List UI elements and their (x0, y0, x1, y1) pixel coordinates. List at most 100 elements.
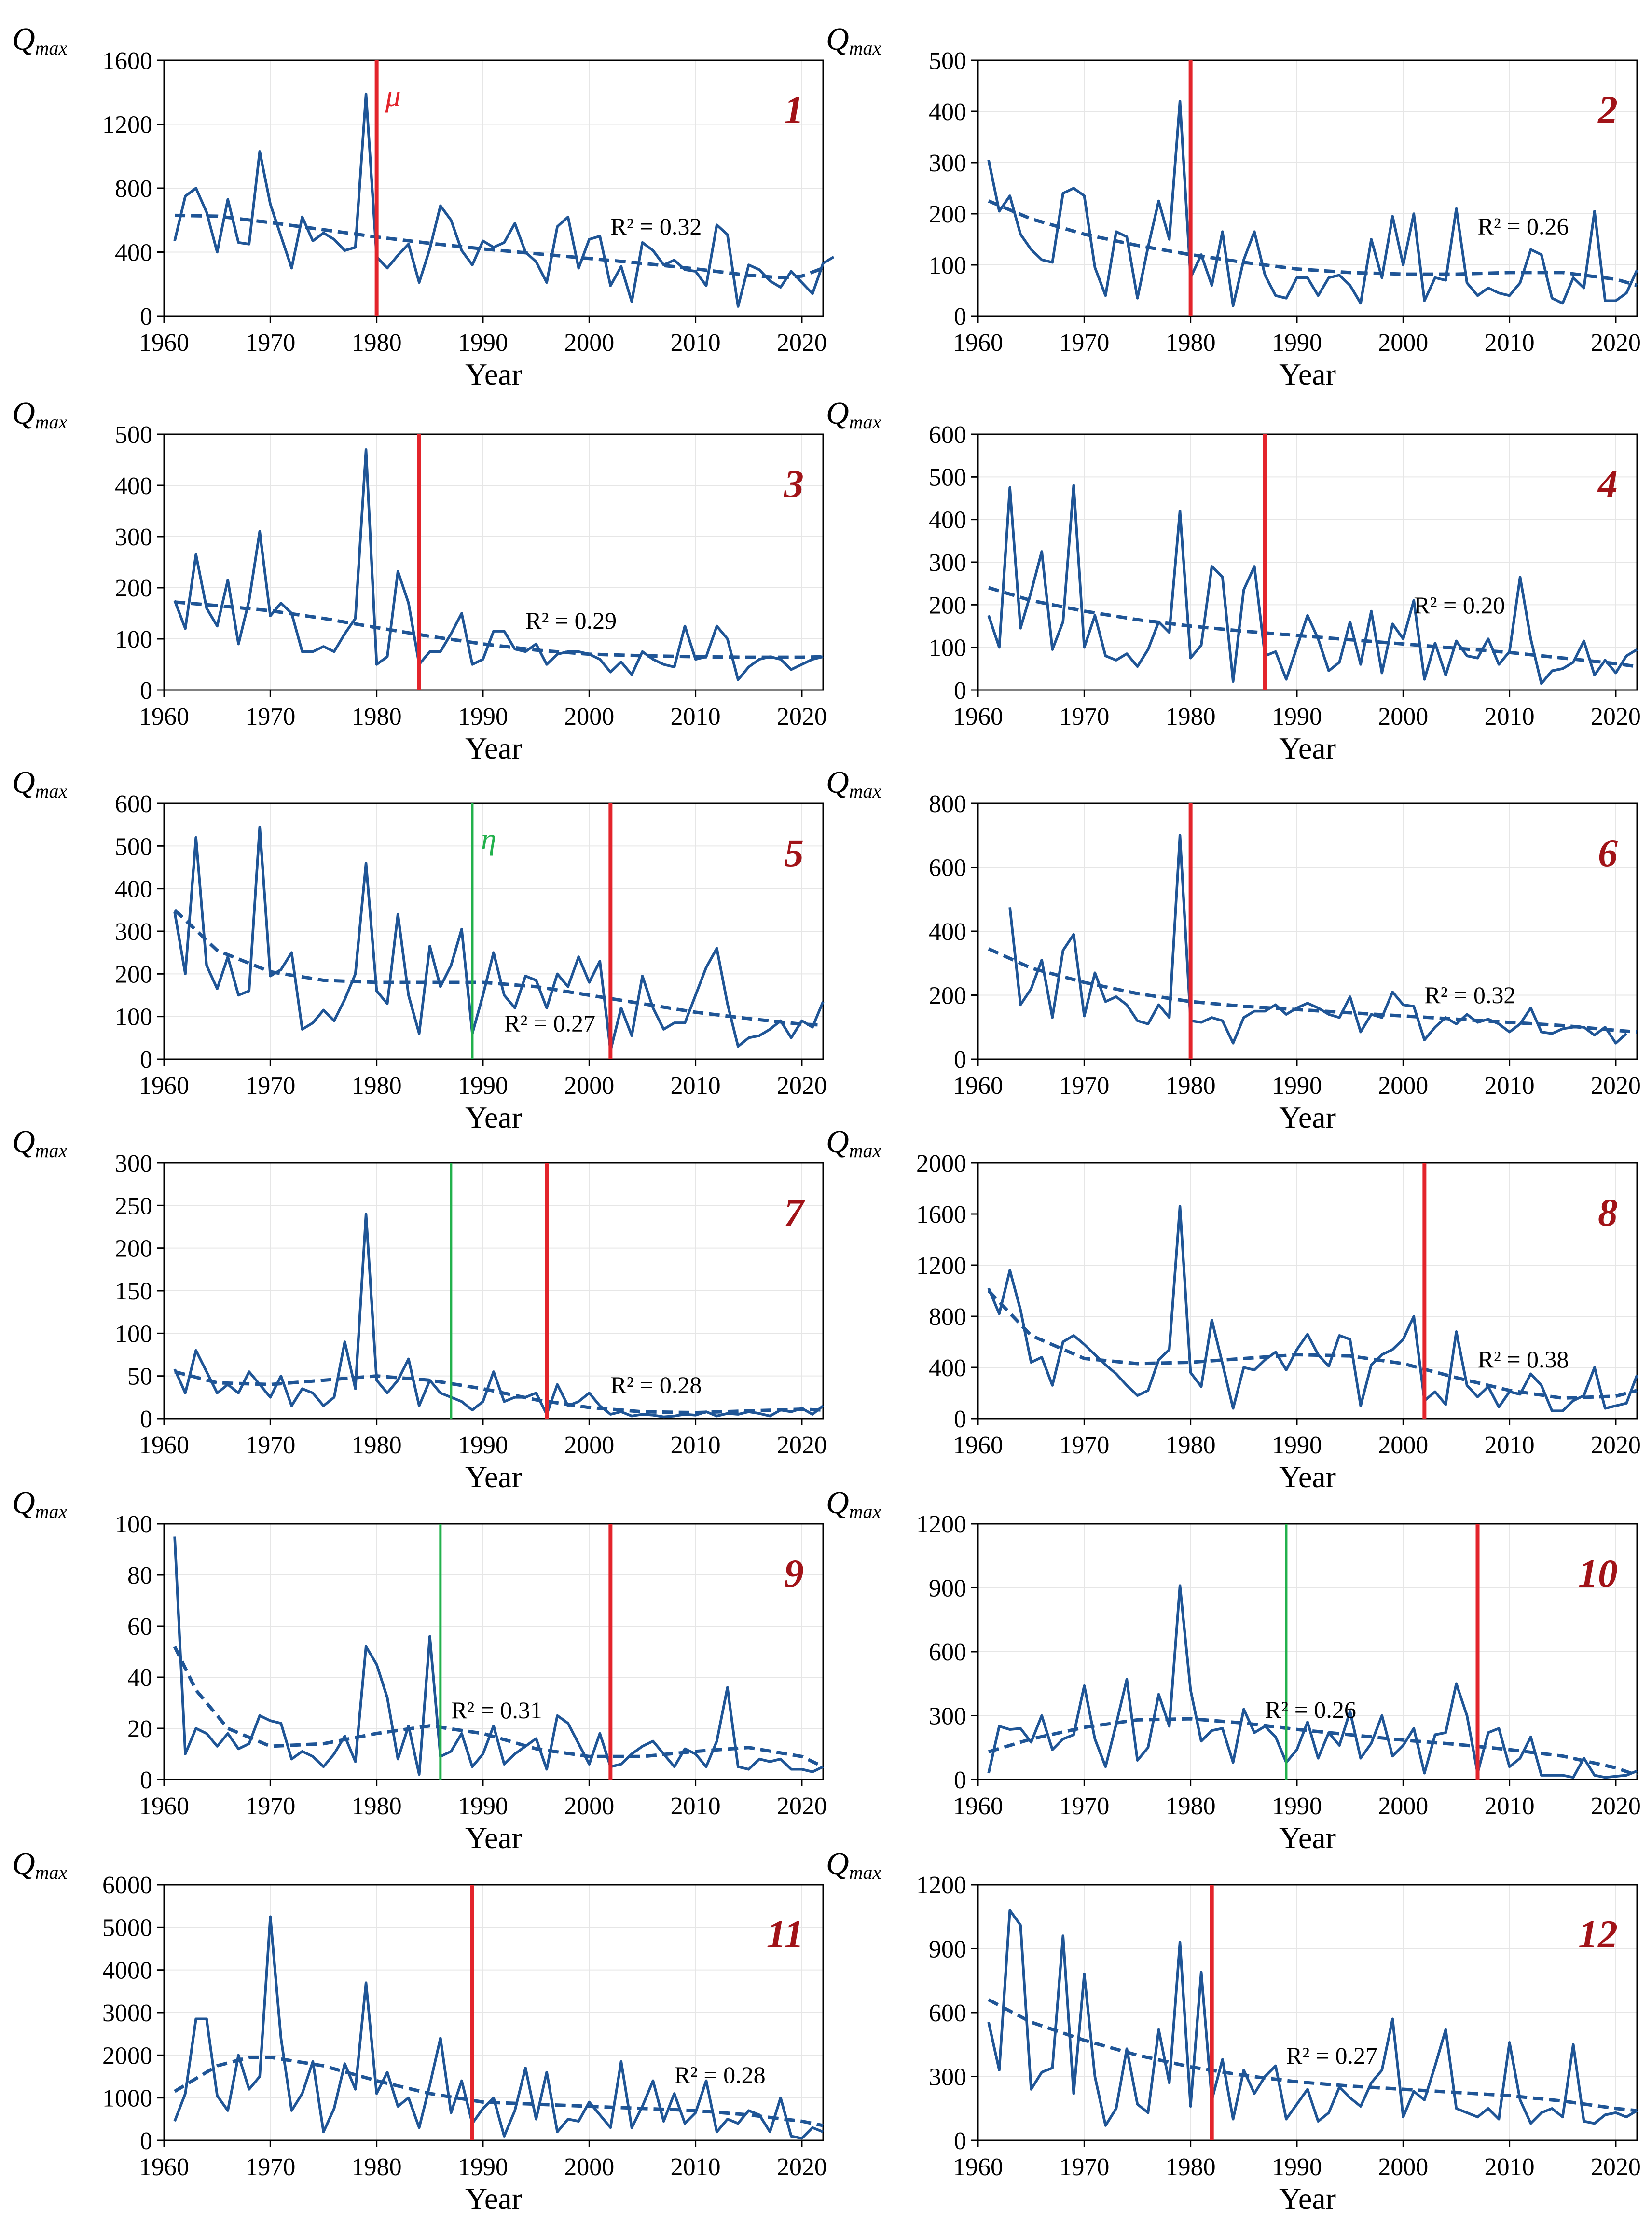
panel-3-qmax-series (173, 448, 824, 681)
panel-8-r2-annotation: R² = 0.38 (1478, 1346, 1569, 1373)
x-tick-label: 1980 (352, 703, 402, 731)
x-tick-label: 1990 (1272, 1072, 1322, 1100)
y-tick-label: 0 (954, 1046, 966, 1074)
panel-5-chart: 1960 1970 1980 1990 2000 2010 2020 0 100 200 300 40… (12, 765, 827, 1134)
x-tick-label: 2020 (777, 1072, 827, 1100)
panel-6-number: 6 (1598, 831, 1618, 875)
panel-6-qmax-series (1008, 834, 1627, 1045)
panel-3-r2-annotation: R² = 0.29 (525, 607, 617, 634)
panel-6-r2-annotation: R² = 0.32 (1424, 981, 1515, 1008)
y-tick-label: 60 (127, 1613, 152, 1641)
panel-1-qmax-series (173, 92, 835, 308)
x-tick-label: 2000 (564, 1432, 614, 1459)
x-tick-label: 1970 (245, 329, 295, 357)
x-tick-label: 1970 (1059, 2153, 1109, 2181)
y-tick-label: 0 (140, 1766, 152, 1794)
y-tick-label: 900 (929, 1936, 966, 1963)
x-tick-label: 1980 (1166, 329, 1216, 357)
y-axis-title: Qmax (826, 765, 881, 802)
x-tick-label: 2020 (1591, 1432, 1641, 1459)
x-tick-label: 2010 (1485, 1432, 1535, 1459)
y-axis-subscript: max (35, 780, 68, 802)
y-tick-label: 5000 (102, 1914, 152, 1942)
panel-8-qmax-series (987, 1205, 1638, 1412)
panel-10-qmax-series (987, 1584, 1638, 1779)
y-tick-label: 400 (929, 98, 966, 126)
x-axis-title: Year (1279, 1100, 1336, 1134)
y-tick-label: 1000 (102, 2085, 152, 2112)
x-tick-label: 1970 (245, 703, 295, 731)
panel-2-chart: 1960 1970 1980 1990 2000 2010 2020 0 100 200 300 40… (826, 22, 1641, 391)
y-tick-label: 200 (115, 961, 152, 988)
y-tick-label: 0 (954, 677, 966, 704)
panel-12-chart: 1960 1970 1980 1990 2000 2010 2020 0 300 600 900 12… (826, 1846, 1641, 2216)
panel-12-trend-line (988, 1998, 1638, 2112)
x-tick-label: 1960 (953, 1072, 1003, 1100)
x-axis-title: Year (465, 357, 522, 391)
x-axis-title: Year (465, 731, 522, 765)
y-tick-label: 0 (954, 303, 966, 331)
y-axis-title: Qmax (12, 1846, 68, 1883)
y-tick-label: 200 (929, 201, 966, 228)
x-tick-label: 2010 (1485, 1072, 1535, 1100)
x-tick-label: 1980 (1166, 1072, 1216, 1100)
y-tick-label: 800 (929, 1303, 966, 1331)
y-axis-subscript: max (849, 1862, 881, 1883)
y-axis-title: Qmax (12, 1124, 68, 1161)
y-tick-label: 1200 (916, 1511, 966, 1538)
x-tick-label: 2010 (671, 1793, 721, 1820)
y-tick-label: 800 (115, 175, 152, 203)
x-tick-label: 2000 (564, 2153, 614, 2181)
panel-9-chart: 1960 1970 1980 1990 2000 2010 2020 0 20 40 60 80 100… (12, 1485, 827, 1855)
y-tick-label: 100 (115, 1511, 152, 1538)
y-tick-label: 300 (115, 524, 152, 551)
y-tick-label: 0 (954, 1766, 966, 1794)
x-tick-label: 1990 (1272, 703, 1322, 731)
plot-frame (163, 433, 824, 691)
y-axis-subscript: max (35, 1501, 68, 1522)
x-tick-label: 1960 (953, 329, 1003, 357)
y-tick-label: 500 (115, 421, 152, 449)
x-tick-label: 2000 (1378, 703, 1428, 731)
x-axis-title: Year (465, 1460, 522, 1494)
y-tick-label: 300 (929, 2064, 966, 2091)
panel-8-number: 8 (1598, 1190, 1618, 1234)
y-axis-title: Qmax (826, 1485, 881, 1522)
y-tick-label: 1600 (916, 1201, 966, 1228)
y-tick-label: 200 (929, 592, 966, 619)
x-tick-label: 1960 (953, 1793, 1003, 1820)
y-tick-label: 300 (115, 1150, 152, 1177)
x-tick-label: 2000 (1378, 1793, 1428, 1820)
x-tick-label: 2000 (564, 1072, 614, 1100)
y-axis-title: Qmax (12, 1485, 68, 1522)
panel-11-chart: 1960 1970 1980 1990 2000 2010 2020 0 1000 2000 300… (12, 1846, 827, 2216)
y-tick-label: 0 (140, 1406, 152, 1433)
x-axis-title: Year (1279, 1821, 1336, 1855)
x-tick-label: 2000 (1378, 1432, 1428, 1459)
x-axis-title: Year (465, 1100, 522, 1134)
panel-1-chart: 1960 1970 1980 1990 2000 2010 2020 0 400 800 1200 1… (12, 22, 835, 391)
y-tick-label: 400 (929, 1354, 966, 1382)
panel-7-qmax-series (173, 1213, 824, 1419)
panel-10-r2-annotation: R² = 0.26 (1265, 1696, 1356, 1723)
y-tick-label: 6000 (102, 1872, 152, 1899)
panel-5-trend-line (173, 909, 824, 1027)
x-tick-label: 1980 (352, 1432, 402, 1459)
x-tick-label: 2010 (1485, 329, 1535, 357)
y-tick-label: 200 (929, 982, 966, 1010)
x-tick-label: 1980 (352, 2153, 402, 2181)
x-tick-label: 1980 (1166, 1432, 1216, 1459)
panel-9-r2-annotation: R² = 0.31 (451, 1697, 542, 1724)
y-tick-label: 400 (115, 472, 152, 500)
y-tick-label: 80 (127, 1562, 152, 1589)
y-tick-label: 300 (929, 150, 966, 177)
x-tick-label: 2000 (1378, 329, 1428, 357)
x-tick-label: 1980 (352, 1793, 402, 1820)
y-tick-label: 900 (929, 1575, 966, 1602)
y-axis-title: Qmax (826, 396, 881, 433)
panel-6-trend-line (988, 947, 1638, 1034)
plot-frame (977, 59, 1638, 317)
y-tick-label: 600 (929, 421, 966, 449)
y-tick-label: 600 (929, 855, 966, 882)
x-axis-title: Year (465, 1821, 522, 1855)
